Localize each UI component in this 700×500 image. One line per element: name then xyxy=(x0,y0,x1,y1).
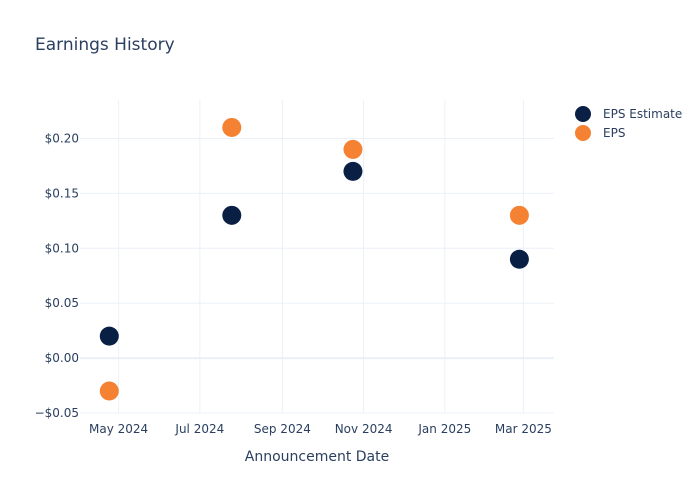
x-tick-label: Jan 2025 xyxy=(417,422,471,436)
legend-marker xyxy=(575,106,591,122)
y-tick-label: $0.00 xyxy=(45,351,79,365)
x-tick-label: Mar 2025 xyxy=(495,422,552,436)
y-tick-label: −$0.05 xyxy=(35,406,79,420)
y-tick-label: $0.15 xyxy=(45,186,79,200)
grid-lines xyxy=(80,100,554,414)
y-tick-label: $0.05 xyxy=(45,296,79,310)
legend-label: EPS Estimate xyxy=(603,107,682,121)
y-tick-label: $0.10 xyxy=(45,241,79,255)
x-tick-label: Sep 2024 xyxy=(254,422,311,436)
eps-estimate-point[interactable] xyxy=(222,205,242,225)
eps-estimate-point[interactable] xyxy=(509,249,529,269)
eps-estimate-point[interactable] xyxy=(343,161,363,181)
chart-title: Earnings History xyxy=(35,35,175,55)
eps-estimate-point[interactable] xyxy=(99,326,119,346)
legend-marker xyxy=(575,125,591,141)
eps-point[interactable] xyxy=(509,205,529,225)
x-tick-label: Jul 2024 xyxy=(174,422,224,436)
legend-item[interactable]: EPS xyxy=(575,125,625,141)
data-points xyxy=(99,117,529,401)
eps-point[interactable] xyxy=(222,117,242,137)
x-tick-label: May 2024 xyxy=(89,422,148,436)
y-tick-label: $0.20 xyxy=(45,131,79,145)
legend[interactable]: EPS Estimate EPS xyxy=(575,106,682,141)
x-tick-label: Nov 2024 xyxy=(335,422,393,436)
legend-item[interactable]: EPS Estimate xyxy=(575,106,682,122)
legend-label: EPS xyxy=(603,126,625,140)
eps-point[interactable] xyxy=(99,381,119,401)
x-axis-title: Announcement Date xyxy=(245,449,389,465)
eps-point[interactable] xyxy=(343,139,363,159)
axis-ticks: May 2024 Jul 2024 Sep 2024 Nov 2024 Jan 2025… xyxy=(35,131,552,436)
